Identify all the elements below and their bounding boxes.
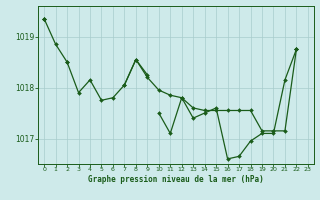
- X-axis label: Graphe pression niveau de la mer (hPa): Graphe pression niveau de la mer (hPa): [88, 175, 264, 184]
